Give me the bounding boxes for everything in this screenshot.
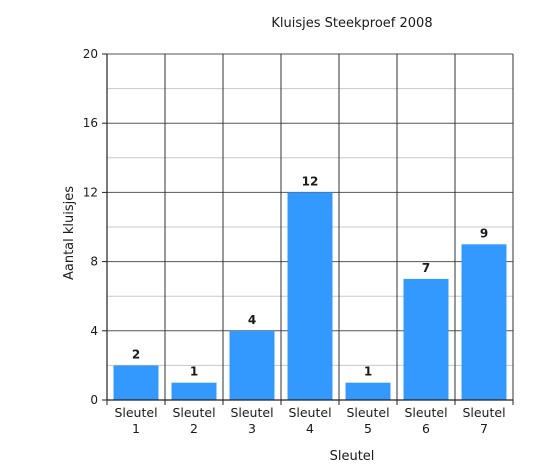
y-tick-label: 20 — [83, 47, 98, 61]
data-label: 1 — [364, 365, 372, 379]
x-category-label: 6 — [422, 421, 430, 436]
x-axis-label: Sleutel — [330, 449, 375, 464]
bar-6 — [403, 278, 449, 400]
x-category-label: 5 — [364, 421, 372, 436]
y-axis-label: Aantal kluisjes — [62, 186, 77, 280]
x-categories: Sleutel1Sleutel2Sleutel3Sleutel4Sleutel5… — [114, 405, 505, 436]
data-label: 9 — [480, 226, 488, 240]
bar-3 — [229, 330, 275, 400]
x-category-label: 4 — [306, 421, 314, 436]
x-category-label: Sleutel — [114, 405, 157, 420]
x-category-label: 7 — [480, 421, 488, 436]
x-category-label: Sleutel — [172, 405, 215, 420]
y-tick-label: 4 — [90, 324, 98, 338]
axes — [102, 53, 514, 405]
value-labels: 2 1 4 12 1 7 9 — [132, 174, 488, 378]
bar-5 — [345, 382, 391, 400]
chart-title: Kluisjes Steekproef 2008 — [271, 16, 432, 31]
x-category-label: Sleutel — [404, 405, 447, 420]
x-category-label: 1 — [132, 421, 140, 436]
data-label: 1 — [190, 365, 198, 379]
data-label: 4 — [248, 313, 256, 327]
y-tick-label: 8 — [90, 255, 98, 269]
bar-7 — [461, 244, 507, 400]
y-tick-label: 16 — [83, 116, 98, 130]
x-category-label: Sleutel — [462, 405, 505, 420]
bar-1 — [113, 365, 159, 400]
bar-4 — [287, 192, 333, 400]
y-tick-label: 0 — [90, 393, 98, 407]
data-label: 12 — [302, 174, 319, 188]
data-label: 7 — [422, 261, 430, 275]
y-ticks: 0 4 8 12 16 20 — [83, 47, 98, 407]
y-tick-label: 12 — [83, 185, 98, 199]
x-category-label: 3 — [248, 421, 256, 436]
x-category-label: Sleutel — [346, 405, 389, 420]
x-category-label: 2 — [190, 421, 198, 436]
data-label: 2 — [132, 347, 140, 361]
bar-2 — [171, 382, 217, 400]
bars — [113, 192, 507, 400]
x-category-label: Sleutel — [230, 405, 273, 420]
x-category-label: Sleutel — [288, 405, 331, 420]
